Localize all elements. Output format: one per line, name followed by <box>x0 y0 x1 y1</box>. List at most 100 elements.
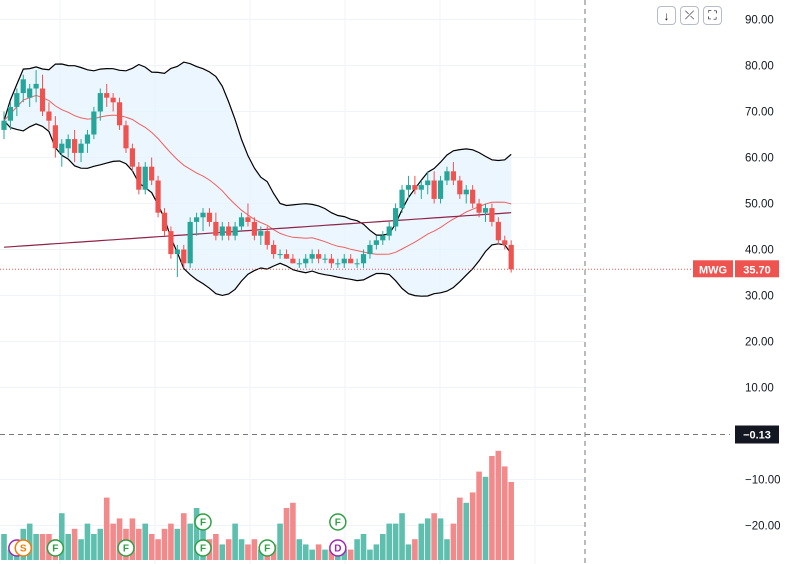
candle-body <box>142 166 148 190</box>
candle-body <box>116 102 123 126</box>
candle-body <box>27 88 33 98</box>
event-marker-letter: F <box>335 518 341 529</box>
volume-bar <box>168 523 174 560</box>
volume-bar <box>91 534 97 560</box>
price-axis-tick: 80.00 <box>745 61 774 73</box>
candle-body <box>367 244 373 255</box>
volume-bar <box>360 534 367 560</box>
oscillator-value-badge <box>735 425 779 444</box>
candle-body <box>482 208 489 213</box>
volume-bar <box>457 497 463 560</box>
candle-body <box>463 189 469 195</box>
volume-bar <box>501 466 508 560</box>
price-axis-tick: −20.00 <box>745 521 781 533</box>
candle-body <box>84 134 91 144</box>
candle-body <box>405 185 412 190</box>
candle-body <box>425 180 431 186</box>
price-axis-tick: 70.00 <box>745 107 774 119</box>
volume-bar <box>431 513 437 560</box>
volume-bar <box>174 528 181 560</box>
candle-body <box>194 217 200 222</box>
last-price-value: 35.70 <box>743 264 771 276</box>
event-marker-letter: F <box>200 518 206 529</box>
volume-bar <box>424 518 431 560</box>
candle-body <box>386 226 392 236</box>
candle-body <box>161 212 168 232</box>
candle-body <box>104 93 110 98</box>
candlestick-series[interactable] <box>1 70 514 278</box>
bollinger-fill <box>4 62 512 297</box>
price-axis-tick: 30.00 <box>745 291 774 303</box>
sma200-line <box>3 212 512 248</box>
volume-bar <box>418 523 425 560</box>
price-axis-tick: 90.00 <box>745 15 774 27</box>
volume-bar <box>489 456 495 560</box>
volume-bar <box>290 502 296 560</box>
candle-body <box>219 226 225 236</box>
event-marker-letter: S <box>20 544 27 555</box>
candle-body <box>412 185 418 190</box>
candle-body <box>476 203 482 213</box>
volume-bar <box>341 549 348 560</box>
candle-body <box>14 93 20 107</box>
candle-body <box>437 180 444 199</box>
event-marker <box>194 539 212 557</box>
candle-body <box>315 254 322 259</box>
candle-body <box>33 83 39 89</box>
volume-bar <box>302 544 309 560</box>
event-marker <box>329 513 347 531</box>
volume-bar <box>219 544 226 560</box>
volume-bar <box>225 539 232 560</box>
volume-bar <box>232 523 238 560</box>
volume-bar <box>213 534 219 560</box>
volume-bar <box>148 534 155 560</box>
volume-bar <box>245 544 251 560</box>
volume-oscillator-pane <box>1 450 514 560</box>
candle-body <box>335 263 341 265</box>
candle-body <box>129 148 135 167</box>
event-markers[interactable]: S F F F F F F D <box>8 513 347 557</box>
volume-bar <box>103 497 110 560</box>
candle-body <box>97 93 103 112</box>
candle-body <box>399 189 405 209</box>
price-axis-tick: −10.00 <box>745 475 781 487</box>
volume-bar <box>450 523 457 560</box>
volume-bar <box>322 549 328 560</box>
candle-body <box>149 166 155 181</box>
event-marker <box>14 539 33 557</box>
candle-body <box>502 240 508 245</box>
volume-bar <box>495 450 502 560</box>
volume-bar <box>116 518 123 560</box>
volume-bar <box>463 502 470 560</box>
volume-bar <box>161 528 168 560</box>
candle-body <box>450 171 456 181</box>
volume-bar <box>39 534 46 560</box>
download-arrow-icon[interactable]: ↓ <box>657 6 676 25</box>
candle-body <box>200 212 206 218</box>
price-axis[interactable]: 90.00 80.00 70.00 60.00 50.00 40.00 30.00 20.00… <box>693 15 781 533</box>
event-marker-letter: D <box>334 544 341 555</box>
volume-bar <box>508 482 514 560</box>
volume-bar <box>476 471 482 560</box>
volume-bar <box>1 534 7 560</box>
candle-body <box>52 125 58 149</box>
volume-bar <box>386 523 392 560</box>
candle-body <box>206 212 213 222</box>
volume-bar <box>187 523 193 560</box>
volume-bar <box>155 539 161 560</box>
candle-body <box>1 120 7 130</box>
volume-bar <box>379 534 386 560</box>
volume-bar <box>180 513 187 560</box>
volume-bar <box>444 539 450 560</box>
candle-body <box>380 235 386 241</box>
candle-body <box>245 217 251 222</box>
volume-bar <box>437 518 444 560</box>
candle-body <box>39 88 46 112</box>
fullscreen-icon[interactable]: ⛶ <box>703 6 722 25</box>
candle-body <box>213 221 219 236</box>
collapse-icon[interactable]: ⤫ <box>680 6 699 25</box>
candle-body <box>444 171 450 181</box>
candle-body <box>431 180 437 199</box>
volume-bar <box>142 523 149 560</box>
